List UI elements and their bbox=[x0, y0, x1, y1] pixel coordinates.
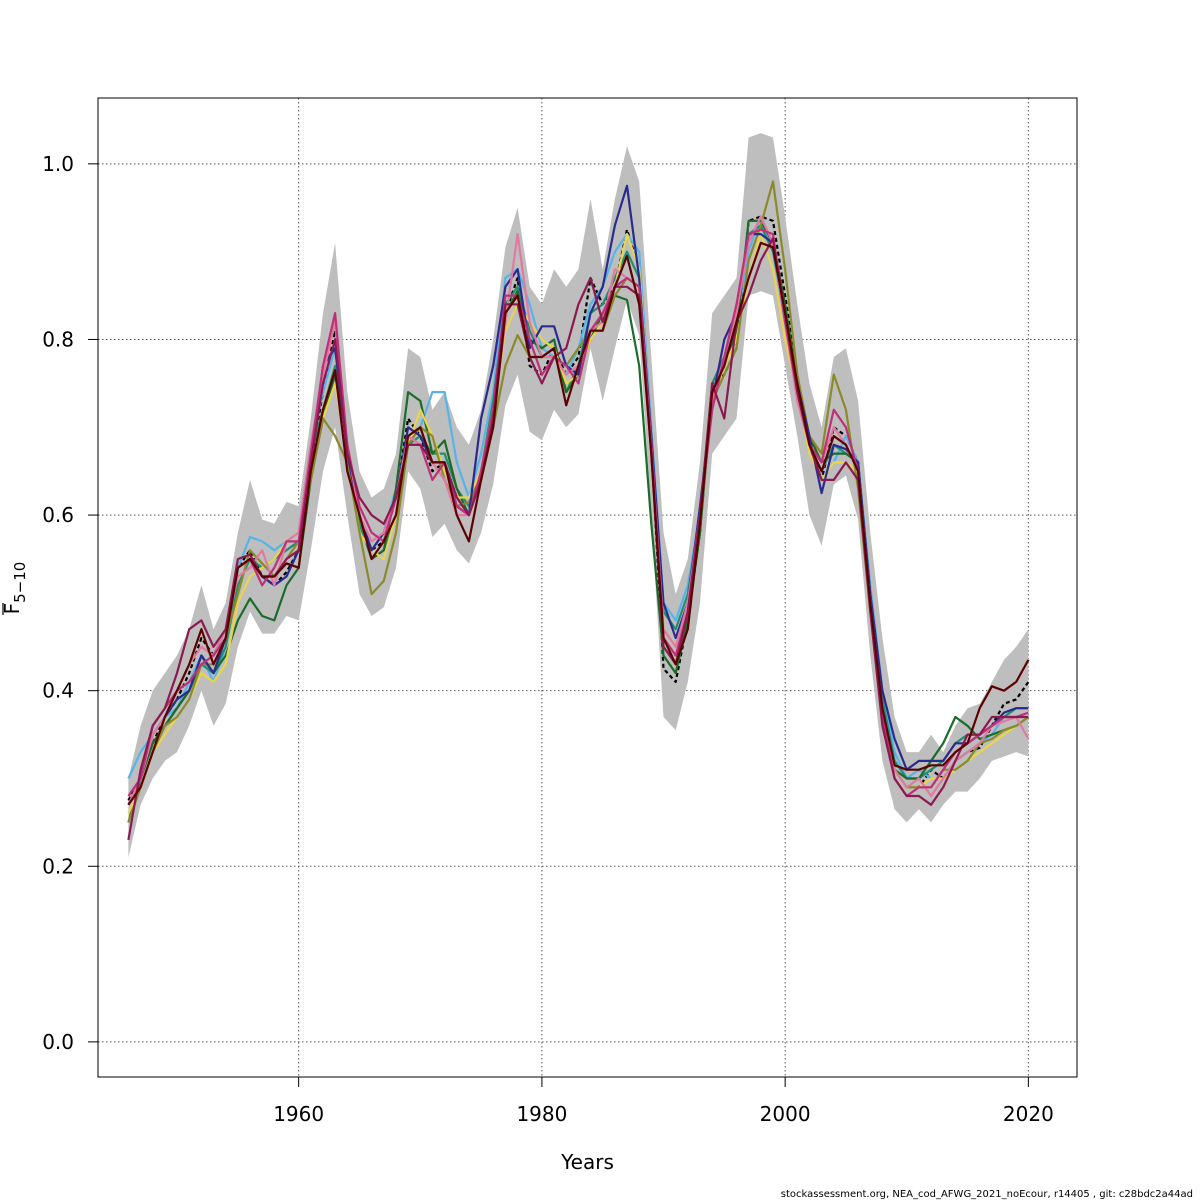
x-tick-label: 1960 bbox=[273, 1102, 324, 1126]
y-tick-label: 0.4 bbox=[42, 679, 74, 703]
x-tick-label: 2000 bbox=[760, 1102, 811, 1126]
svg-text:F5−10: F5−10 bbox=[0, 562, 29, 615]
y-axis-title-main: F bbox=[0, 603, 24, 615]
footer-note: stockassessment.org, NEA_cod_AFWG_2021_n… bbox=[781, 1189, 1193, 1200]
x-axis-title: Years bbox=[560, 1150, 614, 1174]
y-axis-title: F5−10 bbox=[0, 562, 29, 615]
series-line-7 bbox=[127, 184, 1029, 806]
x-axis: 1960 1980 2000 2020 bbox=[273, 1076, 1054, 1126]
y-axis-title-subscript: 5−10 bbox=[11, 562, 29, 603]
x-tick-label: 1980 bbox=[516, 1102, 567, 1126]
series-lines bbox=[127, 180, 1030, 841]
y-tick-label: 0.6 bbox=[42, 503, 74, 527]
y-tick-label: 0.8 bbox=[42, 327, 74, 351]
y-tick-label: 1.0 bbox=[42, 152, 74, 176]
y-tick-label: 0.2 bbox=[42, 854, 74, 878]
y-tick-label: 0.0 bbox=[42, 1030, 74, 1054]
series-line-11 bbox=[127, 241, 1030, 806]
x-tick-label: 2020 bbox=[1003, 1102, 1054, 1126]
y-axis: 0.0 0.2 0.4 0.6 0.8 1.0 bbox=[42, 152, 99, 1054]
